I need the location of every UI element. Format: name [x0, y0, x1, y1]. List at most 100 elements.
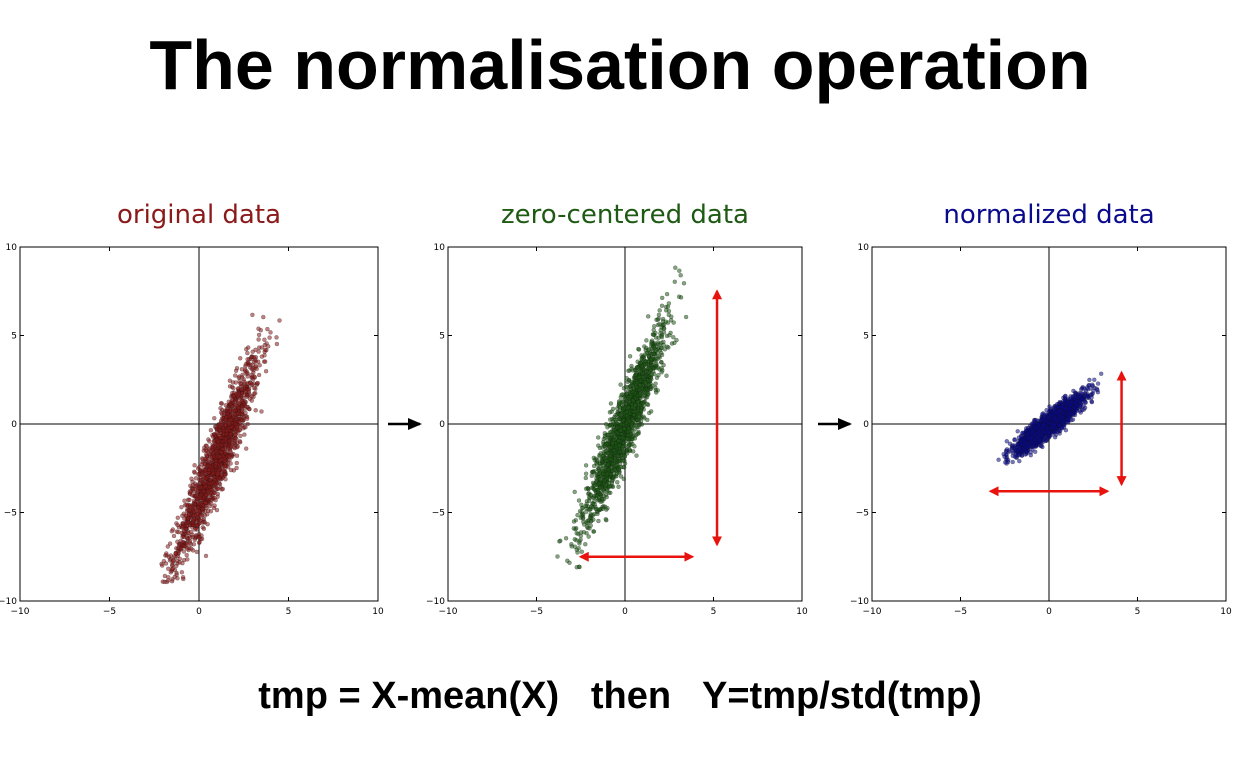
- data-point: [557, 539, 562, 544]
- data-point: [256, 337, 261, 342]
- data-point: [646, 353, 651, 359]
- data-point: [198, 513, 204, 518]
- data-point: [571, 519, 577, 524]
- data-point: [171, 558, 176, 564]
- data-point: [610, 406, 616, 412]
- data-point: [618, 412, 623, 418]
- data-point: [1040, 422, 1045, 428]
- x-tick-label: 0: [1046, 607, 1052, 617]
- data-point: [637, 375, 642, 380]
- data-point: [1004, 449, 1009, 454]
- data-point: [202, 461, 208, 467]
- data-point: [212, 415, 217, 421]
- data-point: [1095, 381, 1101, 386]
- data-point: [215, 471, 220, 476]
- data-point: [657, 342, 662, 347]
- data-point: [572, 537, 577, 542]
- data-point: [1073, 391, 1079, 397]
- data-point: [234, 440, 240, 446]
- data-point: [660, 295, 665, 301]
- data-point: [1030, 439, 1036, 445]
- data-point: [639, 356, 645, 362]
- data-point: [631, 412, 637, 418]
- data-point: [204, 452, 209, 457]
- data-point: [627, 354, 633, 359]
- data-point: [600, 497, 605, 502]
- data-point: [996, 457, 1001, 462]
- data-point: [207, 463, 212, 469]
- data-point: [1087, 377, 1092, 383]
- data-point: [593, 506, 598, 511]
- data-point: [203, 476, 208, 481]
- data-point: [1090, 391, 1095, 396]
- data-point: [184, 546, 190, 551]
- data-point: [645, 348, 651, 353]
- data-point: [597, 507, 602, 512]
- x-tick-label: −10: [11, 607, 30, 617]
- data-point: [194, 549, 200, 555]
- data-point: [638, 408, 644, 414]
- data-point: [583, 475, 588, 481]
- data-point: [632, 403, 638, 408]
- data-point: [1004, 456, 1009, 461]
- data-point: [578, 515, 583, 520]
- data-point: [1098, 371, 1104, 377]
- data-point: [181, 511, 187, 516]
- y-tick-label: 10: [858, 243, 870, 253]
- data-point: [633, 372, 638, 378]
- data-point: [626, 405, 631, 410]
- data-point: [218, 405, 223, 411]
- data-point: [1089, 399, 1095, 405]
- normalisation-figure: original data−10 −5 0 5 10−10−50510zero-cent…: [0, 200, 1232, 617]
- data-point: [201, 526, 207, 531]
- data-point: [206, 467, 212, 472]
- data-point: [209, 497, 215, 503]
- data-point: [244, 416, 250, 421]
- data-point: [1027, 444, 1032, 449]
- data-point: [215, 486, 221, 492]
- data-point: [649, 372, 654, 377]
- data-point: [197, 464, 202, 470]
- data-point: [624, 436, 630, 442]
- data-point: [177, 556, 183, 561]
- data-point: [584, 502, 589, 507]
- data-point: [175, 561, 180, 566]
- data-point: [184, 535, 190, 540]
- data-point: [199, 471, 205, 476]
- data-point: [220, 453, 226, 459]
- data-point: [571, 526, 576, 531]
- x-tick-label: 5: [286, 607, 292, 617]
- data-point: [627, 419, 632, 424]
- data-point: [187, 540, 193, 545]
- data-point: [583, 463, 589, 468]
- data-point: [226, 399, 232, 404]
- data-point: [208, 509, 214, 514]
- data-point: [655, 365, 661, 370]
- data-point: [247, 392, 252, 397]
- data-point: [256, 349, 261, 354]
- data-point: [574, 531, 579, 536]
- data-point: [1031, 420, 1036, 426]
- data-point: [179, 570, 185, 575]
- data-point: [1040, 444, 1045, 450]
- data-point: [175, 522, 180, 528]
- data-point: [1021, 441, 1027, 446]
- data-point: [197, 495, 203, 500]
- data-point: [618, 465, 623, 470]
- data-point: [234, 465, 239, 471]
- data-point: [243, 362, 249, 367]
- data-point: [674, 337, 679, 343]
- data-point: [646, 314, 651, 319]
- data-point: [567, 560, 572, 565]
- data-point: [218, 400, 224, 406]
- data-point: [262, 342, 267, 348]
- data-point: [596, 435, 601, 440]
- data-point: [659, 303, 665, 309]
- data-point: [569, 544, 574, 549]
- x-tick-label: −5: [954, 607, 967, 617]
- data-point: [1039, 433, 1044, 439]
- data-point: [603, 483, 608, 488]
- data-point: [1004, 439, 1009, 444]
- data-point: [1004, 461, 1009, 466]
